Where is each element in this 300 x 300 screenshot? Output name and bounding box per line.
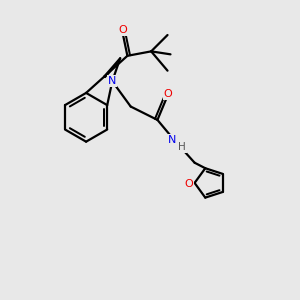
Text: N: N bbox=[167, 135, 176, 145]
Text: O: O bbox=[118, 25, 127, 35]
Text: N: N bbox=[108, 76, 116, 86]
Text: H: H bbox=[178, 142, 186, 152]
Text: O: O bbox=[164, 89, 172, 99]
Text: O: O bbox=[184, 179, 193, 189]
